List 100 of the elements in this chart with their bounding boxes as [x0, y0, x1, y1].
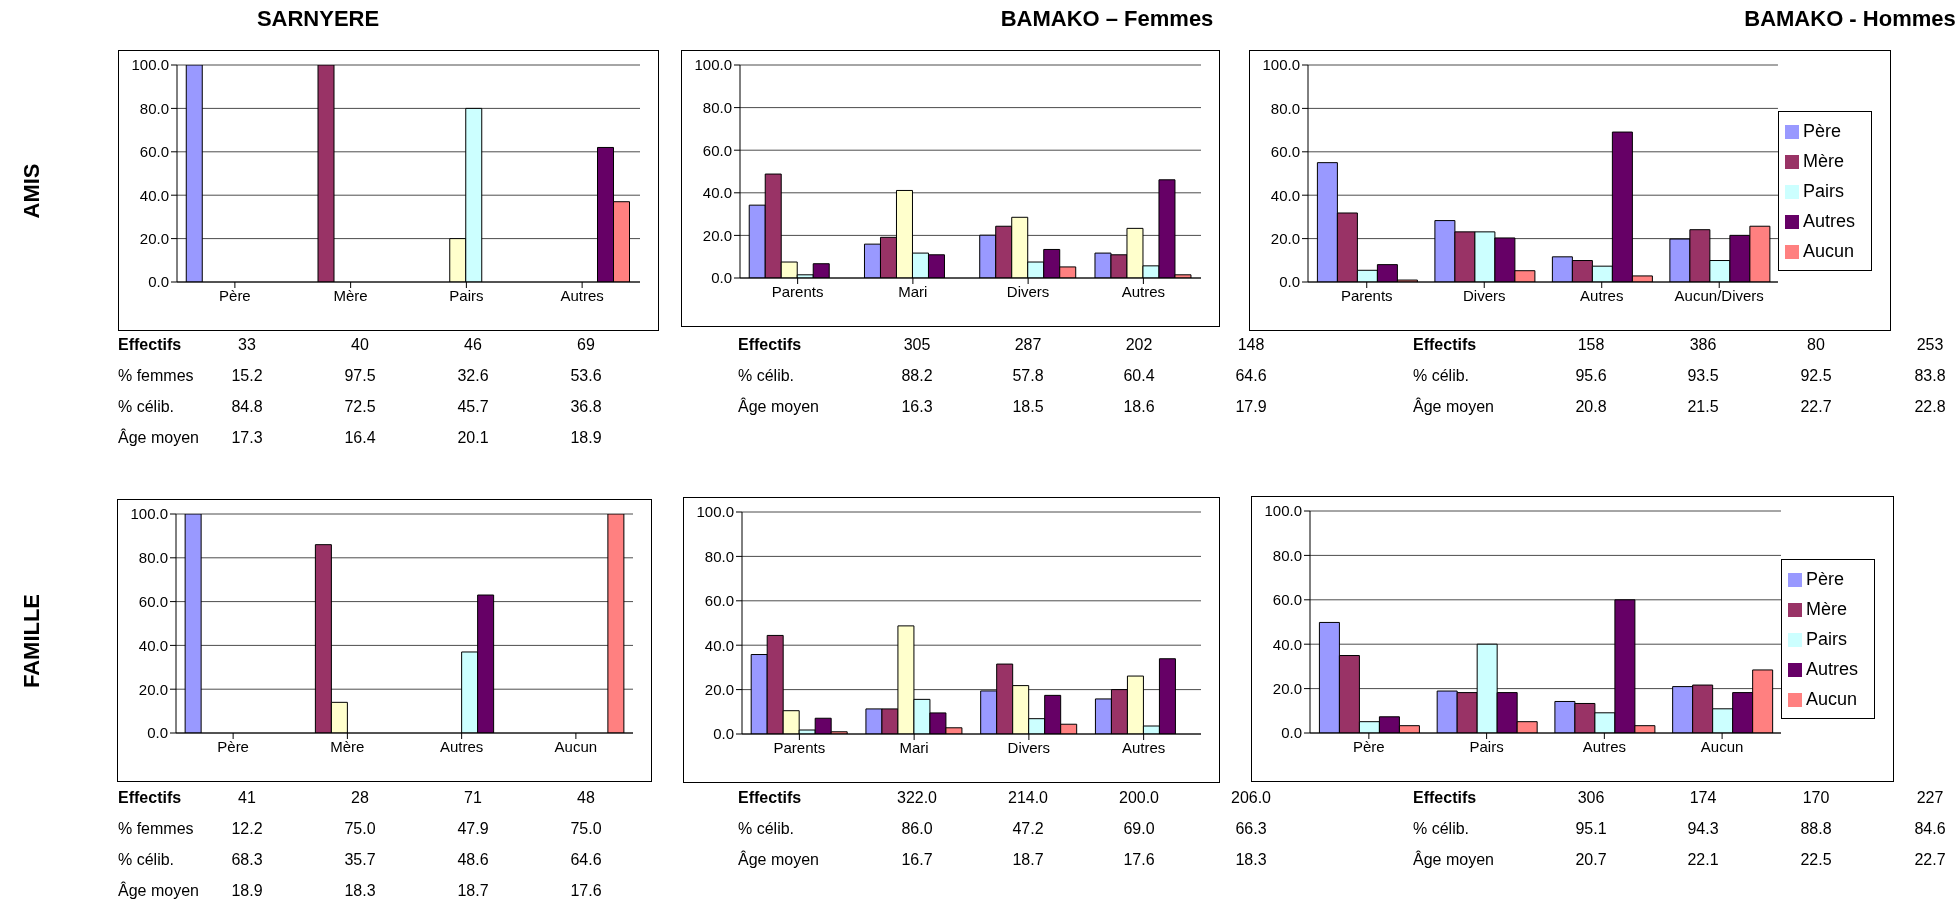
text: 22.1: [1687, 851, 1719, 869]
text: 48.6: [457, 851, 489, 869]
text: 48: [577, 789, 595, 807]
y-tick-label: 20.0: [704, 680, 734, 698]
text: 71: [464, 789, 482, 807]
legend-label: Aucun: [1802, 240, 1855, 261]
y-tick-label: 40.0: [1270, 186, 1300, 204]
text: 41: [238, 789, 256, 807]
y-tick-label: 40.0: [702, 184, 732, 202]
y-tick-label: 100.0: [1262, 56, 1300, 74]
y-tick-label: 20.0: [1272, 679, 1302, 697]
text: % célib.: [1413, 820, 1470, 838]
text: 28: [351, 789, 369, 807]
legend-label: Père: [1805, 569, 1844, 589]
text: 170: [1802, 789, 1830, 807]
y-tick-label: 0.0: [1279, 273, 1300, 291]
text: 20.7: [1575, 851, 1607, 869]
text: Âge moyen: [118, 429, 199, 447]
text: 15.2: [231, 367, 263, 385]
text: 227: [1916, 789, 1944, 807]
text: % célib.: [1413, 367, 1470, 385]
y-tick-label: 80.0: [138, 549, 168, 567]
x-tick-label: Autres: [439, 737, 484, 755]
text: 92.5: [1800, 367, 1832, 385]
y-tick-label: 60.0: [1270, 143, 1300, 161]
x-tick-label: Divers: [1006, 282, 1050, 300]
y-tick-label: 0.0: [148, 273, 169, 291]
text: 95.6: [1575, 367, 1607, 385]
text: 22.5: [1800, 851, 1832, 869]
text: 22.8: [1914, 398, 1946, 416]
text: % femmes: [118, 820, 194, 838]
y-tick-label: 20.0: [138, 680, 168, 698]
text: 69: [577, 336, 595, 354]
y-tick-label: 40.0: [1272, 635, 1302, 653]
legend-label: Autres: [1805, 659, 1858, 679]
y-tick-label: 20.0: [1270, 229, 1300, 247]
text: 202: [1125, 336, 1153, 354]
text: 93.5: [1687, 367, 1719, 385]
text: % célib.: [738, 367, 795, 385]
text: Âge moyen: [738, 398, 819, 416]
text: Âge moyen: [1413, 398, 1494, 416]
text: 68.3: [231, 851, 263, 869]
y-tick-label: 60.0: [704, 592, 734, 610]
text: 305: [903, 336, 931, 354]
x-tick-label: Autres: [1121, 282, 1166, 300]
text: 18.9: [570, 429, 602, 447]
text: 83.8: [1914, 367, 1946, 385]
text: 18.3: [1235, 851, 1267, 869]
legend-label: Mère: [1805, 599, 1847, 619]
text: 72.5: [344, 398, 376, 416]
text: 97.5: [344, 367, 376, 385]
y-tick-label: 80.0: [702, 98, 732, 116]
text: Effectifs: [738, 789, 802, 807]
text: 64.6: [570, 851, 602, 869]
x-tick-label: Père: [217, 737, 249, 755]
y-tick-label: 0.0: [713, 725, 734, 743]
x-tick-label: Autres: [1582, 737, 1627, 755]
text: 20.8: [1575, 398, 1607, 416]
text: 386: [1689, 336, 1717, 354]
x-tick-label: Aucun/Divers: [1674, 286, 1764, 304]
legend-label: Autres: [1802, 210, 1855, 231]
text: 18.3: [344, 882, 376, 900]
x-tick-label: Aucun: [1700, 737, 1744, 755]
legend-label: Aucun: [1805, 689, 1858, 709]
text: 18.5: [1012, 398, 1044, 416]
x-tick-label: Autres: [560, 286, 604, 304]
text: 18.6: [1123, 398, 1155, 416]
text: 16.4: [344, 429, 376, 447]
text: 18.7: [1012, 851, 1044, 869]
text: % célib.: [118, 851, 175, 869]
x-tick-label: Autres: [1580, 286, 1624, 304]
chart-title: SARNYERE: [256, 6, 380, 32]
text: 69.0: [1123, 820, 1155, 838]
text: % célib.: [738, 820, 795, 838]
y-tick-label: 80.0: [1272, 546, 1302, 564]
text: 53.6: [570, 367, 602, 385]
y-tick-label: 40.0: [139, 186, 169, 204]
text: 45.7: [457, 398, 489, 416]
x-tick-label: Pairs: [1469, 737, 1504, 755]
text: 322.0: [896, 789, 938, 807]
x-tick-label: Divers: [1462, 286, 1506, 304]
text: 18.7: [457, 882, 489, 900]
text: 57.8: [1012, 367, 1044, 385]
text: 200.0: [1118, 789, 1160, 807]
y-tick-label: 0.0: [1281, 724, 1302, 742]
y-tick-label: 60.0: [138, 592, 168, 610]
x-tick-label: Mari: [899, 738, 929, 756]
text: 40: [351, 336, 369, 354]
y-tick-label: 100.0: [1264, 502, 1302, 520]
text: 17.9: [1235, 398, 1267, 416]
text: Âge moyen: [1413, 851, 1494, 869]
y-tick-label: 80.0: [704, 547, 734, 565]
text: 158: [1577, 336, 1605, 354]
text: 17.3: [231, 429, 263, 447]
y-tick-label: 20.0: [702, 226, 732, 244]
y-tick-label: 0.0: [147, 724, 168, 742]
x-tick-label: Divers: [1007, 738, 1051, 756]
text: 17.6: [570, 882, 602, 900]
text: 33: [238, 336, 256, 354]
text: 287: [1014, 336, 1042, 354]
